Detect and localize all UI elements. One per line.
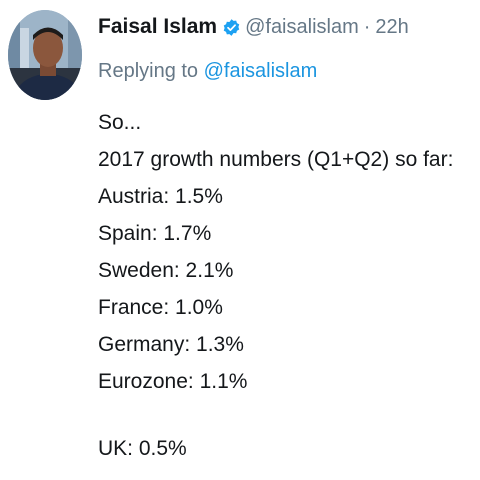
author-name[interactable]: Faisal Islam [98,15,218,38]
tweet-line: 2017 growth numbers (Q1+Q2) so far: [98,148,454,171]
avatar-photo [8,10,82,100]
tweet-text: So... 2017 growth numbers (Q1+Q2) so far… [98,104,453,467]
separator-dot: · [363,15,371,38]
tweet-line: Germany: 1.3% [98,333,244,356]
verified-badge-icon [222,18,241,37]
reply-mention-link[interactable]: @faisalislam [203,60,318,82]
tweet-line: Spain: 1.7% [98,222,212,245]
tweet-line: Sweden: 2.1% [98,259,234,282]
tweet-line: Austria: 1.5% [98,185,223,208]
author-handle[interactable]: @faisalislam [245,15,359,38]
reply-context: Replying to @faisalislam [98,60,317,83]
reply-prefix: Replying to [98,60,199,82]
tweet-line: France: 1.0% [98,296,223,319]
tweet-line: Eurozone: 1.1% [98,370,248,393]
tweet-line: UK: 0.5% [98,437,187,460]
tweet-blank-line [98,400,453,430]
tweet-timestamp[interactable]: 22h [375,15,409,38]
tweet-header: Faisal Islam @faisalislam · 22h [98,12,409,42]
tweet-line: So... [98,111,142,134]
avatar[interactable] [8,10,82,100]
